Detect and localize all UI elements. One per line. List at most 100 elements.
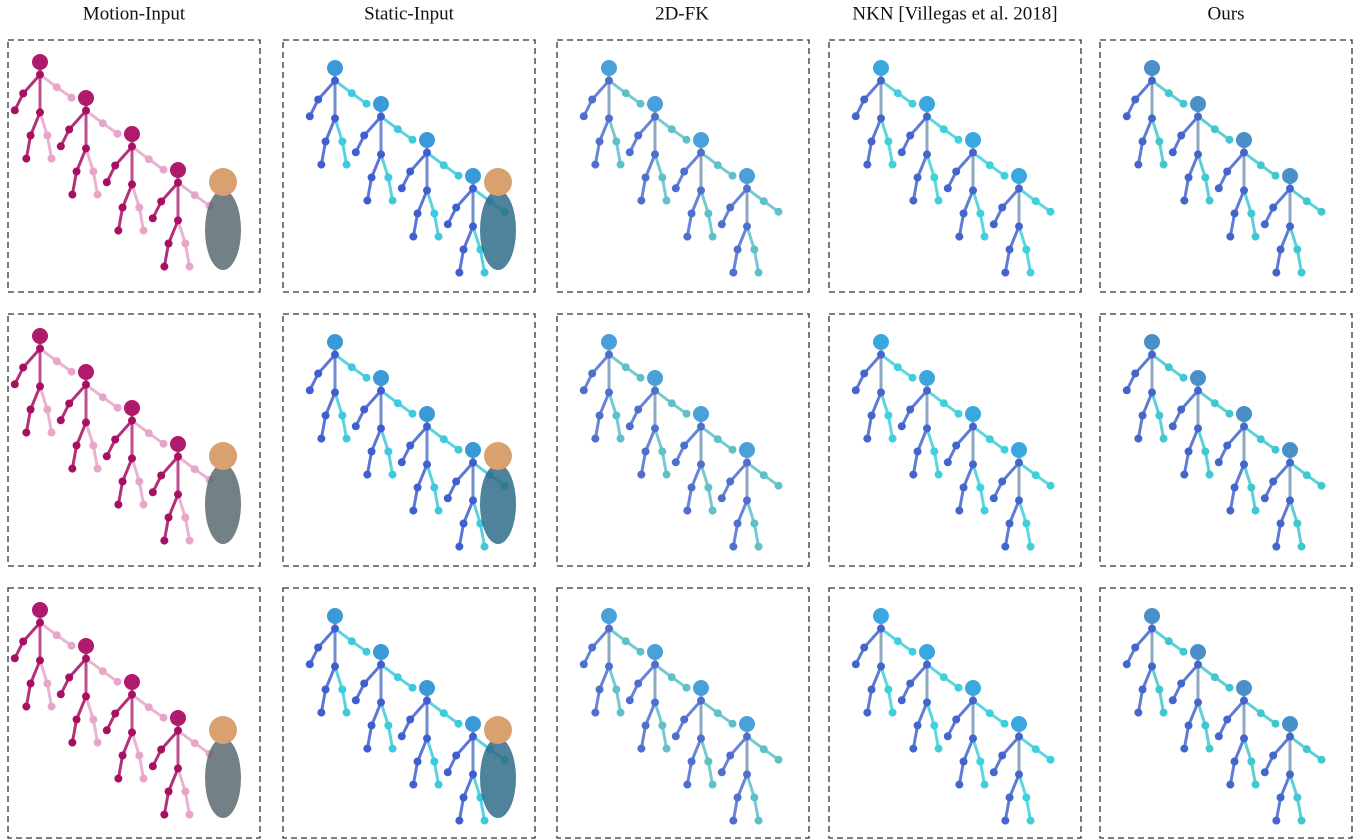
bone [84,420,95,447]
joint [754,816,763,825]
joint [651,386,659,395]
joint [605,388,613,397]
joint [26,679,35,688]
bone [84,146,95,173]
bone [1141,116,1154,143]
joint [1148,624,1156,633]
joint [1015,732,1023,741]
joint [181,239,190,248]
joint [93,464,102,473]
joint [1276,519,1285,528]
skeleton-sequence [1122,608,1326,825]
bone [690,736,703,763]
joint [1240,186,1248,195]
head [965,680,981,696]
bone [121,730,134,757]
joint [480,816,489,825]
joint [888,434,897,443]
joint [347,363,356,372]
joint [47,154,56,163]
joint [713,435,722,444]
joint [393,673,402,682]
joint [393,399,402,408]
bone [167,218,180,245]
joint [683,780,692,789]
joint [591,434,600,443]
bone [728,461,749,483]
joint [455,542,464,551]
joint [651,424,659,433]
head [647,370,663,386]
joint [65,399,74,408]
joint [923,112,931,121]
joint [454,719,463,728]
joint [934,470,943,479]
bone [971,188,982,215]
joint [713,161,722,170]
joint [360,131,369,140]
bone [862,79,883,101]
bone [1196,152,1207,179]
head [919,96,935,112]
joint [1046,207,1055,216]
head [124,126,140,142]
joint [934,744,943,753]
joint [579,386,588,395]
joint [1201,173,1210,182]
head [1011,716,1027,732]
skeleton-sequence [579,608,783,825]
joint [683,506,692,515]
joint [331,624,339,633]
joint [384,173,393,182]
bone [971,736,982,763]
joint [1317,481,1326,490]
bone [416,462,429,489]
bone [1150,664,1161,691]
joint [651,112,659,121]
joint [1286,770,1294,779]
joint [480,542,489,551]
joint [1031,197,1040,206]
joint [634,131,643,140]
bone [1279,772,1292,799]
bone [425,462,436,489]
bone [113,419,134,441]
joint [637,744,646,753]
joint [443,494,452,503]
skeleton-sequence [579,60,783,277]
joint [1240,422,1248,431]
joint [423,186,431,195]
head [965,132,981,148]
joint [588,643,597,652]
joint [43,405,52,414]
joint [1184,447,1193,456]
bone [21,347,42,369]
joint [67,93,76,102]
joint [36,382,44,391]
head [78,638,94,654]
head [1144,608,1160,624]
bone [379,426,390,453]
joint [413,757,422,766]
joint [998,751,1007,760]
joint [111,161,120,170]
bone [462,224,475,251]
joint [47,702,56,711]
head [919,370,935,386]
bone [1000,187,1021,209]
joint [377,698,385,707]
joint [930,447,939,456]
joint [980,506,989,515]
joint [1205,744,1214,753]
head [327,608,343,624]
bone [362,115,383,137]
joint [621,363,630,372]
joint [1026,816,1035,825]
joint [1159,434,1168,443]
joint [452,477,461,486]
joint [454,171,463,180]
joint [1155,411,1164,420]
panel [828,39,1082,293]
joint [148,488,157,497]
